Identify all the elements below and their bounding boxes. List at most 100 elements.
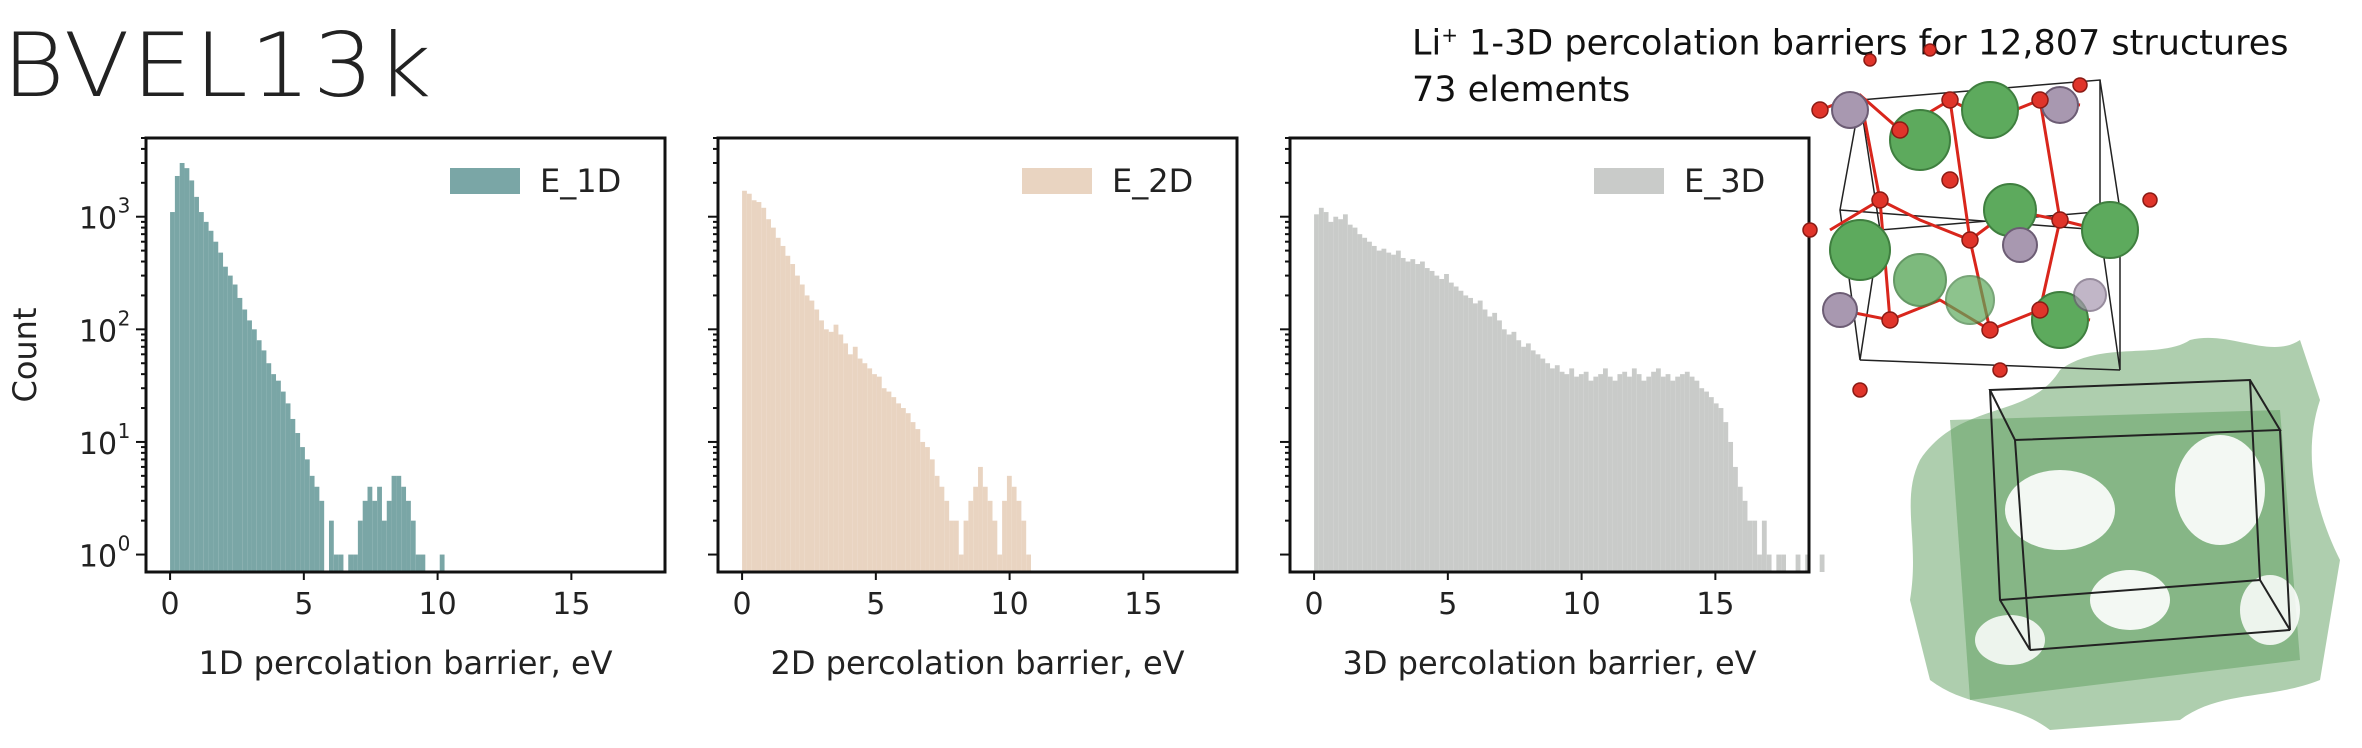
histogram-bar xyxy=(1400,257,1406,572)
histogram-bar xyxy=(1583,371,1589,572)
histogram-bar xyxy=(920,441,926,572)
histogram-bar xyxy=(1424,268,1430,572)
histogram-bar xyxy=(261,350,267,572)
histogram-bar xyxy=(1391,254,1396,572)
histogram-bar xyxy=(1535,354,1541,572)
histogram-bar xyxy=(266,363,272,572)
histogram-bar xyxy=(1737,486,1743,572)
histogram-bar xyxy=(381,520,387,572)
histogram-bar xyxy=(179,162,185,572)
histogram-bar xyxy=(1492,312,1498,572)
histogram-bar xyxy=(1415,264,1421,572)
histogram-bar xyxy=(1511,331,1517,572)
histogram-bar xyxy=(223,266,228,572)
histogram-bar xyxy=(1670,380,1676,572)
histogram-bar xyxy=(1713,403,1719,572)
x-tick-label: 15 xyxy=(552,587,590,622)
histogram-bar xyxy=(953,520,959,572)
histogram-bar xyxy=(1694,380,1700,572)
histogram-bar xyxy=(309,475,315,572)
legend-label: E_2D xyxy=(1112,162,1193,200)
histogram-bar xyxy=(761,207,767,572)
histogram-bar xyxy=(770,227,776,572)
histogram-bar xyxy=(1641,380,1647,572)
legend-label: E_3D xyxy=(1684,162,1765,200)
histogram-bar xyxy=(1617,374,1623,572)
histogram-bar xyxy=(1410,259,1416,572)
histogram-bar xyxy=(362,500,368,572)
histogram-bar xyxy=(1444,273,1449,572)
histogram-bar xyxy=(1612,380,1618,572)
page-title: BVEL13k xyxy=(2,14,434,118)
legend-swatch xyxy=(1594,168,1664,194)
histogram-bar xyxy=(958,554,964,572)
histogram-bar xyxy=(401,486,407,572)
histogram-bar xyxy=(295,433,301,572)
histogram-bar xyxy=(1728,441,1734,572)
histogram-bar xyxy=(198,212,204,572)
histogram-bar xyxy=(237,297,243,572)
histogram-bar xyxy=(1559,371,1565,572)
histogram-bar xyxy=(838,334,844,572)
histogram-bar xyxy=(1458,290,1464,572)
histogram-bar xyxy=(1675,376,1681,572)
histogram-bar xyxy=(1376,250,1382,572)
histogram-bar xyxy=(386,500,392,572)
histogram-bar xyxy=(1665,374,1671,572)
histogram-bar xyxy=(1757,554,1762,572)
x-tick-label: 5 xyxy=(294,587,313,622)
histogram-bar xyxy=(242,309,248,572)
histogram-bar xyxy=(1733,466,1738,572)
histogram-bar xyxy=(963,520,969,572)
histogram-bar xyxy=(1439,278,1445,572)
y-tick-exponent: 3 xyxy=(118,194,131,218)
x-axis-label: 2D percolation barrier, eV xyxy=(770,644,1184,682)
histogram-bar xyxy=(439,554,445,572)
histogram-bar xyxy=(1448,282,1454,572)
x-axis-label: 1D percolation barrier, eV xyxy=(198,644,612,682)
histogram-bar xyxy=(1501,329,1507,572)
histogram-bar xyxy=(1026,554,1032,572)
histogram-bar xyxy=(1593,376,1599,572)
legend-swatch xyxy=(1022,168,1092,194)
histogram-bar xyxy=(795,275,800,572)
histogram-bar xyxy=(1607,376,1613,572)
histogram-bar xyxy=(208,230,214,572)
dataset-description: Li+ 1-3D percolation barriers for 12,807… xyxy=(1412,12,2288,113)
histogram-bar xyxy=(410,520,416,572)
histogram-bar xyxy=(319,500,325,572)
x-tick-label: 10 xyxy=(991,587,1029,622)
histogram-bar xyxy=(1723,422,1729,572)
x-tick-label: 15 xyxy=(1124,587,1162,622)
histogram-bar xyxy=(1631,368,1637,572)
histogram-bar xyxy=(823,329,829,572)
histogram-bar xyxy=(867,368,873,572)
li-symbol: Li xyxy=(1412,23,1442,64)
histogram-bar xyxy=(929,459,935,572)
histogram-bar xyxy=(896,403,901,572)
histogram-bar xyxy=(843,343,849,572)
histogram-bar xyxy=(1752,520,1758,572)
histogram-bar xyxy=(1636,374,1642,572)
histogram-bar xyxy=(1006,475,1012,572)
x-tick-label: 15 xyxy=(1696,587,1734,622)
histogram-bar xyxy=(1540,358,1546,572)
histogram-bar xyxy=(1371,245,1377,572)
histogram-bar xyxy=(377,486,382,572)
histogram-bar xyxy=(406,500,411,572)
histogram-bar xyxy=(218,252,224,572)
histogram-bar xyxy=(1002,500,1007,572)
histogram-bar xyxy=(982,486,988,572)
histogram-bar xyxy=(1603,368,1608,572)
histogram-bar xyxy=(232,284,238,572)
histogram-bar xyxy=(1742,500,1748,572)
histogram-bar xyxy=(338,554,344,572)
y-tick-label: 10 xyxy=(79,314,117,349)
histogram-bar xyxy=(1747,520,1753,572)
histogram-bar xyxy=(420,554,426,572)
y-tick-exponent: 2 xyxy=(118,306,131,330)
percolation-surface-illustration xyxy=(1910,337,2340,730)
histogram-bar xyxy=(328,520,334,572)
histogram-bar xyxy=(751,200,757,572)
